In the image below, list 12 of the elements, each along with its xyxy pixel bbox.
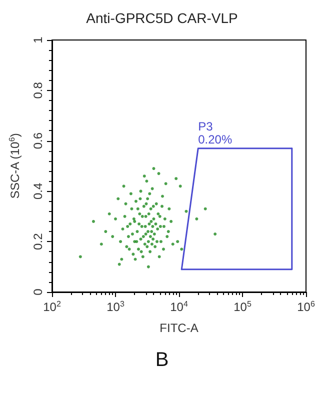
y-tick-label: 0.2 [31,232,45,250]
annotation: P3 [198,119,214,134]
y-tick-label: 0 [31,288,45,296]
y-tick-label: 0.6 [31,132,45,150]
chart-title: Anti-GPRC5D CAR-VLP [86,10,238,26]
text: B [155,349,169,371]
x-axis-title: FITC-A [160,321,198,335]
y-axis-title: SSC-A (106) [8,133,22,199]
y-tick-label: 0.8 [31,82,45,99]
y-tick-label: 0.4 [31,182,45,200]
y-tick-label: 1 [31,36,45,44]
annotation: 0.20% [198,132,232,146]
